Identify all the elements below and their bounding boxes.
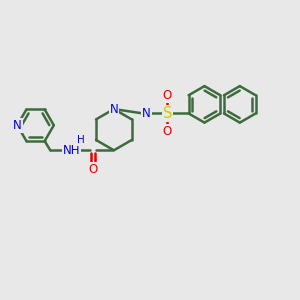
Text: S: S <box>163 106 172 121</box>
Text: NH: NH <box>63 144 80 157</box>
Text: O: O <box>163 89 172 102</box>
Text: O: O <box>88 163 97 176</box>
Text: N: N <box>110 103 118 116</box>
Text: N: N <box>13 119 22 132</box>
Text: N: N <box>142 107 151 120</box>
Text: O: O <box>163 125 172 138</box>
Text: H: H <box>77 135 85 145</box>
